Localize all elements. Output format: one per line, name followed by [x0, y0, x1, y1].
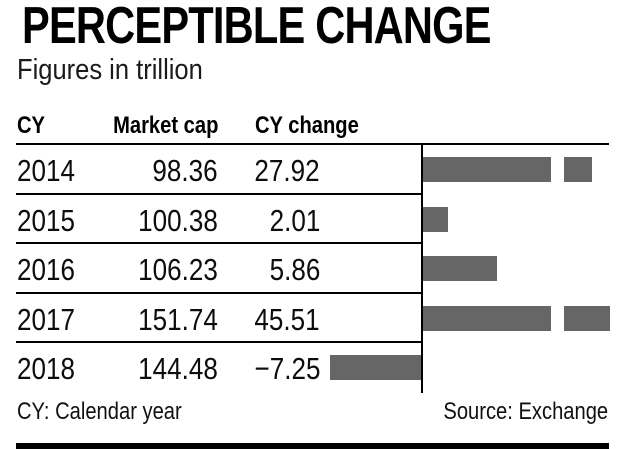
cy-cell: 2014 [17, 153, 75, 188]
table-row: 2015 100.38 2.01 [0, 195, 620, 245]
footnote: CY: Calendar year [17, 398, 182, 425]
table-row: 2017 151.74 45.51 [0, 294, 620, 344]
cy-change-cell: 2.01 [269, 202, 320, 238]
cy-change-cell: −7.25 [254, 351, 320, 387]
source-credit: Source: Exchange [443, 398, 608, 425]
table-row: 2014 98.36 27.92 [0, 145, 620, 195]
cy-cell: 2015 [17, 202, 75, 238]
chart-baseline-axis [421, 145, 423, 393]
table-row: 2018 144.48 −7.25 [0, 343, 620, 393]
cy-change-bar [423, 256, 497, 282]
cy-change-bar-overflow-cap [564, 305, 610, 331]
cy-change-bar [423, 157, 551, 182]
row-divider [16, 192, 422, 195]
row-divider [16, 242, 422, 245]
market-cap-cell: 100.38 [138, 202, 218, 238]
cy-change-bar [329, 355, 421, 381]
cy-cell: 2017 [17, 301, 75, 337]
market-cap-cell: 144.48 [138, 351, 218, 387]
footer: CY: Calendar year Source: Exchange [0, 396, 620, 426]
column-header-market-cap: Market cap [112, 112, 218, 139]
header-rule [16, 143, 609, 145]
column-header-cy: CY [17, 112, 46, 139]
cy-cell: 2018 [17, 351, 75, 387]
row-divider [16, 341, 422, 344]
market-cap-cell: 98.36 [152, 153, 218, 188]
row-divider [16, 291, 422, 294]
cy-change-cell: 5.86 [269, 252, 320, 288]
cy-cell: 2016 [17, 252, 75, 288]
cy-change-cell: 45.51 [254, 301, 320, 337]
cy-change-cell: 27.92 [254, 153, 320, 188]
bottom-rule [16, 443, 609, 449]
cy-change-bar [423, 206, 449, 232]
market-cap-cell: 106.23 [138, 252, 218, 288]
market-cap-cell: 151.74 [138, 301, 218, 337]
column-header-cy-change: CY change [255, 112, 359, 139]
table-header: CY Market cap CY change [0, 107, 620, 143]
page-title: PERCEPTIBLE CHANGE [22, 0, 491, 55]
table-row: 2016 106.23 5.86 [0, 244, 620, 294]
cy-change-bar-overflow-cap [564, 157, 592, 182]
subtitle: Figures in trillion [17, 54, 203, 86]
cy-change-bar [423, 305, 551, 331]
